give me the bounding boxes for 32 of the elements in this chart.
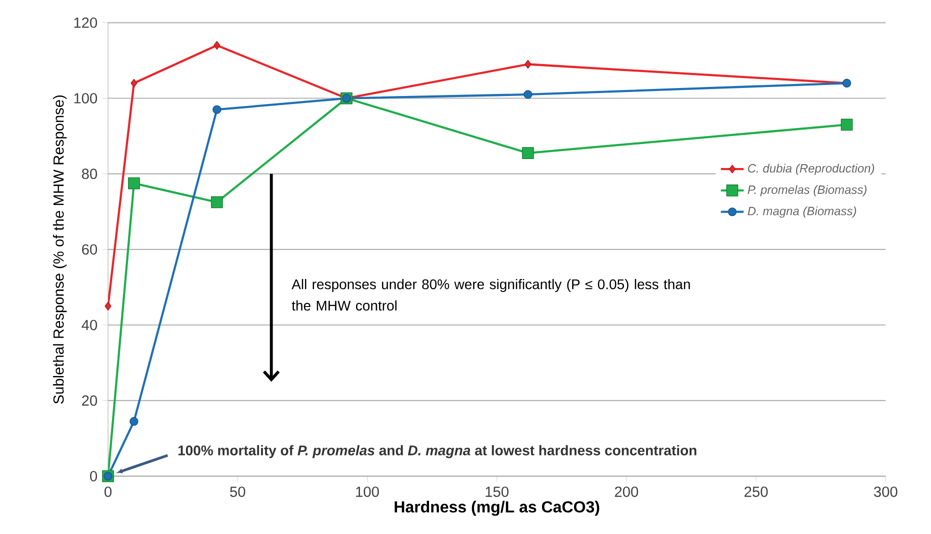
x-tick-label: 300 xyxy=(874,486,898,498)
y-tick-label: 120 xyxy=(74,18,98,28)
point xyxy=(130,417,138,426)
point xyxy=(128,178,140,190)
legend-label: P. promelas (Biomass) xyxy=(748,185,867,197)
point xyxy=(130,79,138,88)
point xyxy=(214,41,220,50)
annotation: 100% mortality of P. promelas and D. magna at lowest hardness concentration xyxy=(178,445,696,458)
point xyxy=(212,105,222,114)
x-tick-label: 200 xyxy=(614,486,638,498)
y-tick-label: 20 xyxy=(82,396,98,406)
point xyxy=(104,302,112,311)
y-tick-label: 60 xyxy=(82,244,98,255)
x-tick-label: 0 xyxy=(104,486,112,498)
x-tick-label: 250 xyxy=(744,486,768,498)
legend-label: C. dubia (Reproduction) xyxy=(748,164,874,176)
x-tick-label: 50 xyxy=(230,486,246,498)
x-tick-label: 150 xyxy=(486,486,508,498)
y-tick-label: 40 xyxy=(82,320,98,330)
x-axis-title: Hardness (mg/L as CaCO3) xyxy=(394,501,600,516)
y-tick-label: 0 xyxy=(90,471,98,482)
point xyxy=(524,90,532,100)
annotation: All responses under 80% were significantly (P ≤ 0.05) less than the MHW control xyxy=(292,279,690,311)
point xyxy=(840,119,853,131)
point xyxy=(522,147,534,160)
legend-label: D. magna (Biomass) xyxy=(748,206,856,218)
point xyxy=(524,60,532,69)
y-tick-label: 100 xyxy=(74,93,98,104)
y-axis-title: Sublethal Response (% of the MHW Response) xyxy=(52,96,67,404)
point xyxy=(210,196,223,208)
y-tick-label: 80 xyxy=(82,168,98,180)
x-tick-label: 100 xyxy=(356,486,379,498)
